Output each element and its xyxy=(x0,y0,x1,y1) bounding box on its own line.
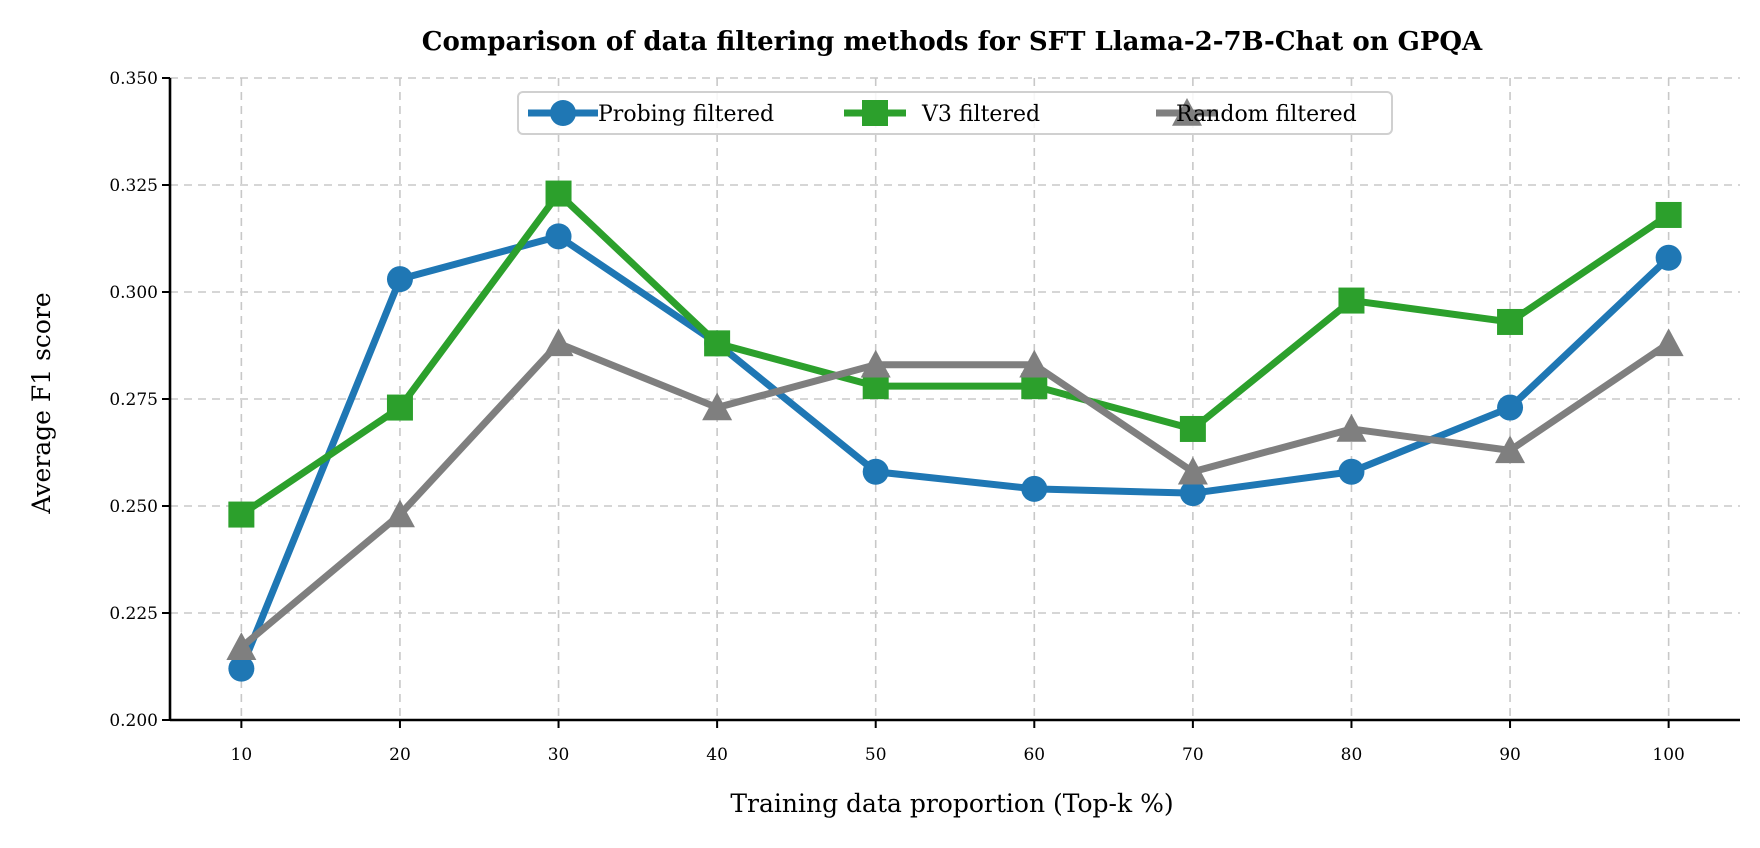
y-tick-label: 0.350 xyxy=(109,69,158,89)
legend-item-random-filtered: Random filtered xyxy=(1156,98,1357,127)
data-point xyxy=(1497,394,1524,421)
x-tick-label: 80 xyxy=(1341,745,1363,765)
x-tick-label: 50 xyxy=(865,745,887,765)
x-axis-label: Training data proportion (Top-k %) xyxy=(730,789,1173,818)
data-point xyxy=(860,349,891,378)
data-point xyxy=(545,180,572,207)
data-point xyxy=(226,632,257,660)
data-point xyxy=(1179,480,1206,507)
y-tick-label: 0.300 xyxy=(109,283,158,303)
data-point xyxy=(704,330,731,357)
x-tick-label: 20 xyxy=(389,745,411,765)
y-tick-label: 0.200 xyxy=(109,711,158,731)
y-axis-label: Average F1 score xyxy=(27,292,56,514)
data-point xyxy=(545,223,572,250)
x-tick-label: 40 xyxy=(706,745,728,765)
data-point xyxy=(543,328,574,357)
data-point xyxy=(228,655,255,682)
data-point xyxy=(1019,349,1050,378)
x-tick-label: 60 xyxy=(1023,745,1045,765)
y-tick-label: 0.225 xyxy=(109,604,158,624)
data-point xyxy=(1021,475,1048,502)
legend-item-probing-filtered: Probing filtered xyxy=(528,100,774,127)
legend-item-v3-filtered: V3 filtered xyxy=(844,100,1040,127)
legend-label: Random filtered xyxy=(1176,102,1357,127)
data-point xyxy=(1179,415,1206,442)
data-point xyxy=(386,394,413,421)
axes: 0.200 0.225 0.250 0.275 0.300 0.325 0.350 10 20 3… xyxy=(109,69,1740,765)
data-point xyxy=(1497,308,1524,335)
series-v3-filtered xyxy=(228,180,1682,528)
series xyxy=(226,180,1684,682)
data-point xyxy=(1177,456,1208,485)
data-point xyxy=(862,458,889,485)
series-random-filtered xyxy=(226,328,1684,660)
data-point xyxy=(1495,435,1526,464)
data-point xyxy=(384,499,415,528)
x-tick-label: 10 xyxy=(231,745,253,765)
x-tick-label: 100 xyxy=(1652,745,1684,765)
legend-label: Probing filtered xyxy=(598,102,774,127)
x-tick-label: 70 xyxy=(1182,745,1204,765)
chart-title: Comparison of data filtering methods for… xyxy=(422,27,1483,57)
x-tick-label: 90 xyxy=(1499,745,1521,765)
data-point xyxy=(1336,413,1367,442)
legend-marker xyxy=(1172,98,1202,126)
series-line xyxy=(239,339,1671,650)
legend-marker xyxy=(862,100,888,126)
grid xyxy=(170,77,1740,721)
data-point xyxy=(1338,458,1365,485)
legend-label: V3 filtered xyxy=(921,102,1040,127)
series-line xyxy=(239,190,1671,518)
data-point xyxy=(1653,328,1684,357)
y-tick-label: 0.250 xyxy=(109,497,158,517)
legend-marker xyxy=(550,100,576,126)
legend: Probing filtered V3 filtered Random filter… xyxy=(517,91,1393,135)
data-point xyxy=(1655,201,1682,228)
data-point xyxy=(386,266,413,293)
data-point xyxy=(1655,244,1682,271)
data-point xyxy=(702,392,733,421)
data-point xyxy=(1338,287,1365,314)
data-point xyxy=(228,501,255,528)
y-tick-label: 0.275 xyxy=(109,390,158,410)
y-tick-label: 0.325 xyxy=(109,176,158,196)
x-tick-label: 30 xyxy=(548,745,570,765)
